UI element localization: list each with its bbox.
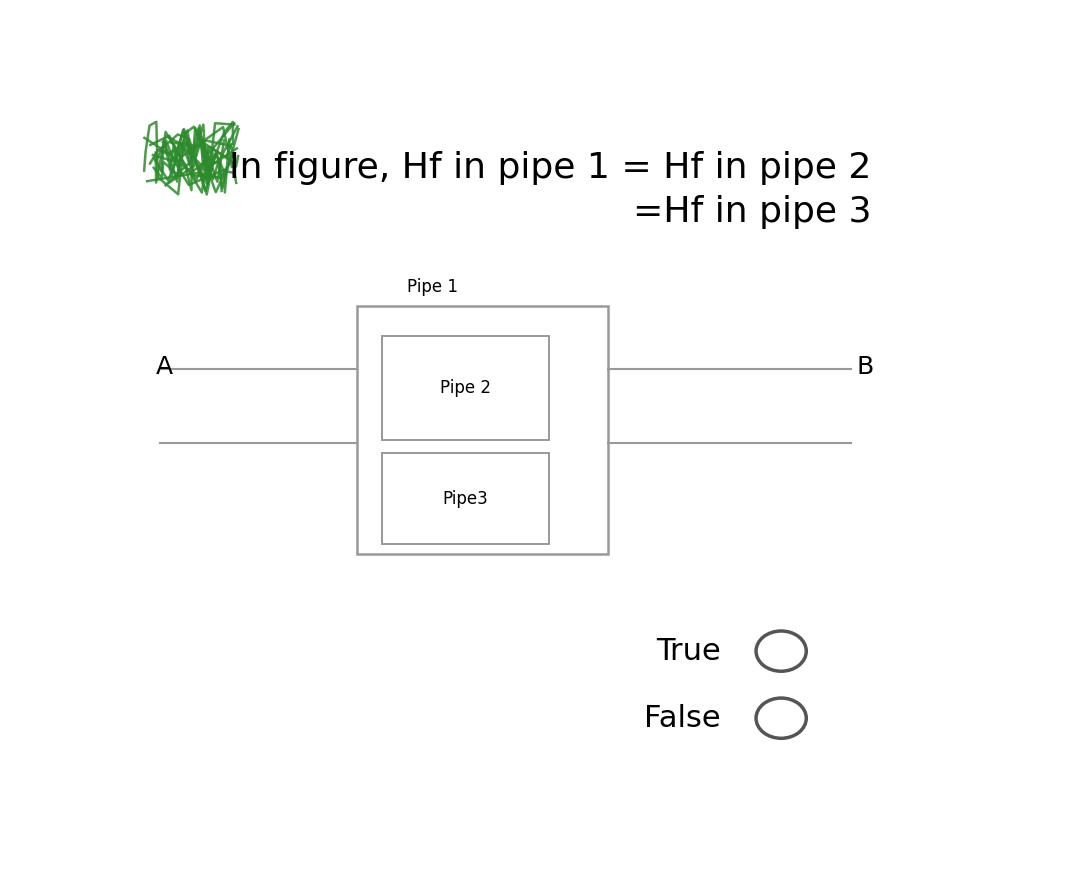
Text: =Hf in pipe 3: =Hf in pipe 3 [633,195,872,229]
Bar [382,453,550,544]
Text: In figure, Hf in pipe 1 = Hf in pipe 2: In figure, Hf in pipe 1 = Hf in pipe 2 [229,152,872,186]
Text: Pipe 2: Pipe 2 [441,379,491,397]
Text: A: A [156,355,173,380]
Text: True: True [657,637,721,665]
Text: False: False [645,704,721,733]
Text: Pipe3: Pipe3 [443,490,488,508]
Text: B: B [856,355,874,380]
Bar [356,306,608,554]
Text: Pipe 1: Pipe 1 [407,278,458,295]
Bar [382,336,550,440]
